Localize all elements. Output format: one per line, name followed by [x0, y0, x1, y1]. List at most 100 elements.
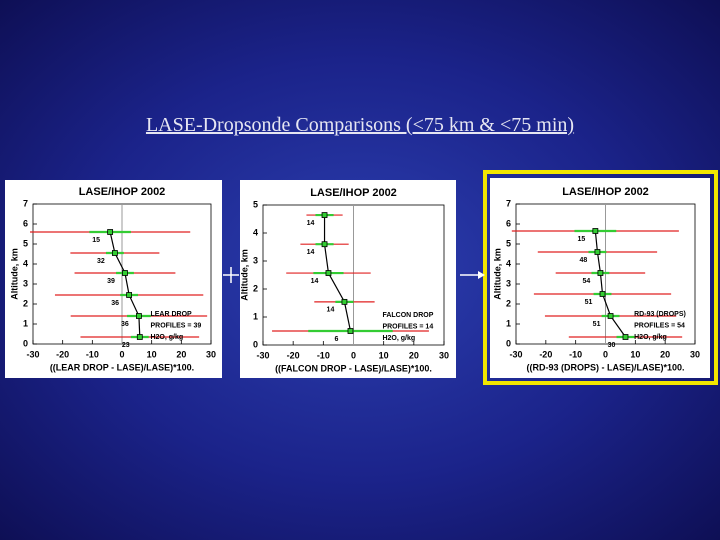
- x-tick-label: 20: [660, 349, 670, 359]
- y-tick-label: 2: [253, 283, 258, 293]
- x-tick-label: -20: [56, 349, 69, 359]
- legend-text: RD-93 (DROPS): [634, 311, 686, 318]
- x-tick-label: 10: [379, 350, 389, 360]
- x-tick-label: 0: [119, 349, 124, 359]
- y-axis-label: Altitude, km: [492, 248, 502, 300]
- x-tick-label: 30: [206, 349, 216, 359]
- count-label: 14: [307, 220, 315, 227]
- chart-title: LASE/IHOP 2002: [79, 186, 166, 198]
- y-tick-label: 0: [506, 338, 511, 348]
- profile-point: [325, 270, 332, 276]
- count-label: 32: [97, 258, 105, 265]
- y-tick-label: 6: [506, 218, 511, 228]
- y-tick-label: 0: [253, 339, 258, 349]
- chart-panel: [5, 180, 222, 378]
- count-label: 14: [327, 307, 335, 314]
- legend-text: PROFILES = 39: [150, 322, 201, 329]
- count-label: 6: [335, 336, 339, 343]
- legend-text: H2O, g/kg: [150, 334, 183, 341]
- profile-point: [594, 249, 601, 255]
- x-axis-label: ((RD-93 (DROPS) - LASE)/LASE)*100.: [526, 362, 684, 372]
- count-label: 15: [577, 236, 585, 243]
- x-tick-label: 10: [147, 349, 157, 359]
- count-label: 23: [122, 342, 130, 349]
- chart-title: LASE/IHOP 2002: [562, 186, 649, 198]
- y-tick-label: 3: [253, 255, 258, 265]
- y-tick-label: 3: [506, 278, 511, 288]
- chart-title: LASE/IHOP 2002: [310, 187, 397, 199]
- x-tick-label: -20: [287, 350, 300, 360]
- chart-panel: [240, 180, 456, 378]
- legend-text: LEAR DROP: [150, 311, 192, 318]
- x-axis-label: ((FALCON DROP - LASE)/LASE)*100.: [275, 363, 432, 373]
- legend-text: PROFILES = 54: [634, 322, 685, 329]
- x-axis-label: ((LEAR DROP - LASE)/LASE)*100.: [50, 362, 194, 372]
- profile-point: [599, 291, 606, 297]
- x-tick-label: 0: [351, 350, 356, 360]
- profile-point: [592, 228, 599, 234]
- y-tick-label: 4: [23, 258, 28, 268]
- y-tick-label: 1: [253, 311, 258, 321]
- y-tick-label: 7: [23, 198, 28, 208]
- count-label: 14: [311, 278, 319, 285]
- x-tick-label: -30: [26, 349, 39, 359]
- x-tick-label: -30: [256, 350, 269, 360]
- x-tick-label: 30: [439, 350, 449, 360]
- y-tick-label: 5: [253, 199, 258, 209]
- profile-point: [321, 241, 328, 248]
- y-tick-label: 4: [506, 258, 511, 268]
- x-tick-label: 20: [409, 350, 419, 360]
- profile-point: [597, 270, 604, 276]
- profile-point: [111, 250, 118, 256]
- chart-panel: [490, 178, 710, 378]
- y-tick-label: 3: [23, 278, 28, 288]
- profile-point: [321, 212, 328, 218]
- x-tick-label: -10: [569, 349, 582, 359]
- count-label: 51: [585, 299, 593, 306]
- count-label: 15: [92, 237, 100, 244]
- y-tick-label: 7: [506, 198, 511, 208]
- profile-point: [107, 229, 114, 235]
- highlight-frame: [483, 170, 718, 385]
- profile-point: [122, 270, 128, 276]
- legend-text: PROFILES = 14: [382, 323, 433, 330]
- y-tick-label: 6: [23, 218, 28, 228]
- slide-title: LASE-Dropsonde Comparisons (<75 km & <75…: [145, 114, 575, 136]
- x-tick-label: -30: [509, 349, 522, 359]
- y-axis-label: Altitude, km: [9, 248, 19, 300]
- y-tick-label: 1: [506, 318, 511, 328]
- y-tick-label: 5: [506, 238, 511, 248]
- legend-text: H2O, g/kg: [382, 335, 415, 342]
- legend-text: H2O, g/kg: [634, 334, 667, 341]
- x-tick-label: 30: [690, 349, 700, 359]
- y-tick-label: 0: [23, 338, 28, 348]
- profile-point: [607, 313, 614, 319]
- x-tick-label: 0: [603, 349, 608, 359]
- profile-point: [622, 334, 629, 340]
- x-tick-label: -20: [539, 349, 552, 359]
- y-tick-label: 1: [23, 318, 28, 328]
- arrow-head: [478, 271, 485, 279]
- count-label: 48: [580, 257, 588, 264]
- count-label: 14: [307, 249, 315, 256]
- y-tick-label: 4: [253, 227, 258, 237]
- profile-point: [126, 292, 133, 298]
- y-tick-label: 2: [506, 298, 511, 308]
- count-label: 36: [121, 321, 129, 328]
- profile-point: [136, 334, 143, 340]
- x-tick-label: 20: [176, 349, 186, 359]
- profile-point: [341, 298, 348, 305]
- legend-text: FALCON DROP: [382, 312, 433, 319]
- count-label: 39: [107, 278, 115, 285]
- count-label: 51: [593, 321, 601, 328]
- profile-line: [109, 231, 141, 338]
- count-label: 54: [583, 278, 591, 285]
- count-label: 36: [111, 300, 119, 307]
- profile-line: [594, 230, 626, 338]
- x-tick-label: 10: [630, 349, 640, 359]
- y-tick-label: 5: [23, 238, 28, 248]
- count-label: 30: [608, 342, 616, 349]
- profile-point: [136, 313, 142, 319]
